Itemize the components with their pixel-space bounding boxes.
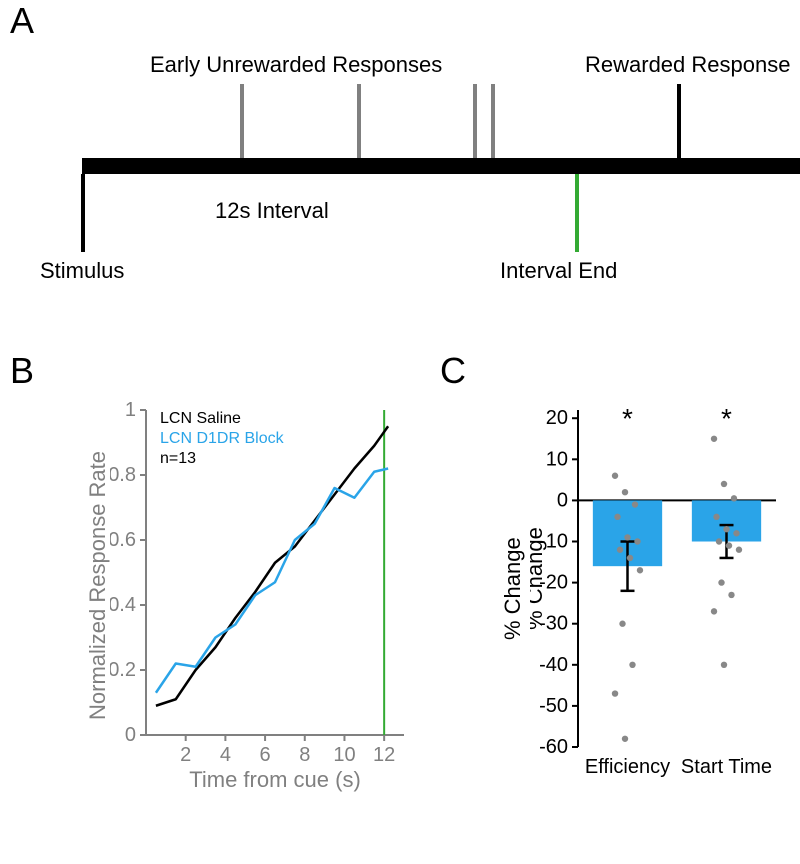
panel-a-tick-down — [575, 174, 579, 252]
panel-a: Early Unrewarded Responses Rewarded Resp… — [40, 0, 780, 300]
panel-a-interval-label: 12s Interval — [215, 198, 329, 224]
svg-text:20: 20 — [546, 407, 568, 429]
panel-c-ylabel: % Change — [500, 537, 526, 640]
svg-text:Efficiency: Efficiency — [585, 756, 670, 778]
panel-a-interval-end-label: Interval End — [500, 258, 617, 284]
svg-text:*: * — [622, 403, 633, 434]
figure-root: A Early Unrewarded Responses Rewarded Re… — [0, 0, 800, 864]
svg-text:-40: -40 — [539, 654, 568, 676]
svg-text:0.4: 0.4 — [110, 594, 136, 616]
svg-text:12: 12 — [373, 744, 395, 766]
svg-text:0: 0 — [125, 724, 136, 746]
svg-text:8: 8 — [299, 744, 310, 766]
svg-text:-60: -60 — [539, 736, 568, 758]
panel-b-chart: 00.20.40.60.8124681012Time from cue (s)N… — [110, 400, 410, 795]
svg-text:4: 4 — [220, 744, 231, 766]
panel-c-chart: -60-50-40-30-20-1001020*Efficiency*Start… — [530, 400, 780, 795]
panel-b-n-label: n=13 — [160, 450, 196, 468]
panel-a-tick-up — [473, 84, 477, 158]
svg-text:1: 1 — [125, 400, 136, 421]
svg-text:*: * — [721, 403, 732, 434]
panel-a-label: A — [10, 0, 34, 42]
svg-text:0.2: 0.2 — [110, 659, 136, 681]
panel-a-tick-up — [491, 84, 495, 158]
panel-b-legend-item: LCN Saline — [160, 410, 241, 428]
svg-text:Time from cue (s): Time from cue (s) — [189, 767, 361, 792]
panel-a-early-label: Early Unrewarded Responses — [150, 52, 442, 78]
svg-text:0.8: 0.8 — [110, 464, 136, 486]
panel-b-ylabel: Normalized Response Rate — [85, 451, 111, 720]
svg-text:-50: -50 — [539, 695, 568, 717]
panel-a-tick-up — [240, 84, 244, 158]
panel-b-legend-item: LCN D1DR Block — [160, 430, 284, 448]
panel-a-stimulus-label: Stimulus — [40, 258, 124, 284]
panel-a-tick-up — [357, 84, 361, 158]
panel-a-tick-up — [677, 84, 681, 158]
svg-text:2: 2 — [180, 744, 191, 766]
svg-text:0.6: 0.6 — [110, 529, 136, 551]
panel-a-axis — [82, 158, 800, 174]
panel-c-label: C — [440, 350, 466, 392]
svg-text:6: 6 — [260, 744, 271, 766]
svg-text:0: 0 — [557, 489, 568, 511]
svg-text:10: 10 — [546, 448, 568, 470]
panel-b-label: B — [10, 350, 34, 392]
svg-text:% Change: % Change — [530, 527, 547, 630]
panel-a-tick-down — [81, 174, 85, 252]
panel-a-rewarded-label: Rewarded Response — [585, 52, 790, 78]
svg-text:Start Time: Start Time — [681, 756, 772, 778]
svg-text:10: 10 — [333, 744, 355, 766]
